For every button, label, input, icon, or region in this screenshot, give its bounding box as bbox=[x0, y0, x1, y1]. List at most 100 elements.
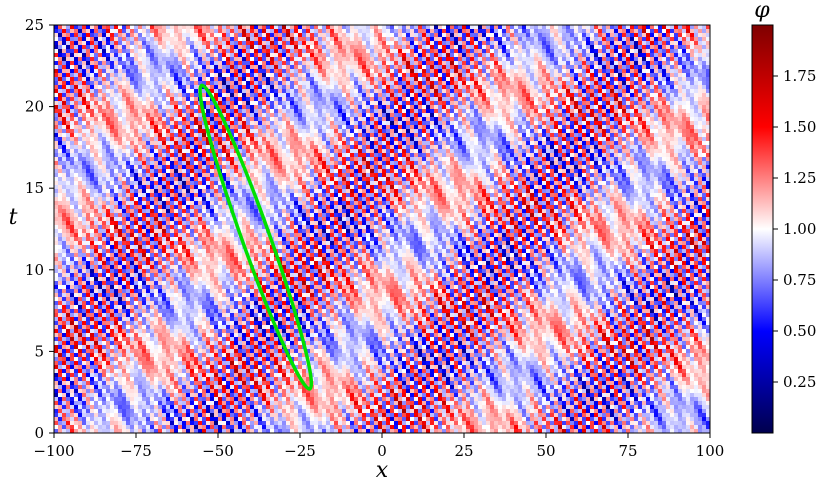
heatmap-cell bbox=[558, 137, 562, 141]
heatmap-cell bbox=[386, 41, 390, 45]
heatmap-cell bbox=[506, 61, 510, 65]
heatmap-cell bbox=[78, 141, 82, 145]
heatmap-cell bbox=[486, 89, 490, 93]
heatmap-cell bbox=[134, 49, 138, 53]
heatmap-cell bbox=[606, 53, 610, 57]
heatmap-cell bbox=[398, 117, 402, 121]
heatmap-cell bbox=[106, 93, 110, 97]
heatmap-cell bbox=[282, 89, 286, 93]
heatmap-cell bbox=[662, 113, 666, 117]
heatmap-cell bbox=[314, 137, 318, 141]
heatmap-cell bbox=[658, 85, 662, 89]
heatmap-cell bbox=[130, 81, 134, 85]
heatmap-cell bbox=[586, 77, 590, 81]
heatmap-cell bbox=[434, 41, 438, 45]
heatmap-cell bbox=[370, 137, 374, 141]
heatmap-cell bbox=[274, 57, 278, 61]
heatmap-cell bbox=[266, 37, 270, 41]
heatmap-cell bbox=[142, 81, 146, 85]
heatmap-cell bbox=[66, 97, 70, 101]
heatmap-cell bbox=[182, 53, 186, 57]
heatmap-cell bbox=[502, 61, 506, 65]
heatmap-cell bbox=[298, 73, 302, 77]
heatmap-cell bbox=[506, 137, 510, 141]
heatmap-cell bbox=[446, 121, 450, 125]
heatmap-cell bbox=[482, 113, 486, 117]
heatmap-cell bbox=[150, 37, 154, 41]
heatmap-cell bbox=[474, 25, 478, 29]
heatmap-cell bbox=[186, 69, 190, 73]
heatmap-cell bbox=[518, 41, 522, 45]
heatmap-cell bbox=[66, 117, 70, 121]
heatmap-cell bbox=[98, 129, 102, 133]
heatmap-cell bbox=[670, 109, 674, 113]
heatmap-cell bbox=[542, 129, 546, 133]
heatmap-cell bbox=[434, 85, 438, 89]
heatmap-cell bbox=[582, 57, 586, 61]
heatmap-cell bbox=[558, 41, 562, 45]
heatmap-cell bbox=[262, 85, 266, 89]
heatmap-cell bbox=[150, 53, 154, 57]
heatmap-cell bbox=[218, 33, 222, 37]
heatmap-cell bbox=[390, 81, 394, 85]
heatmap-cell bbox=[202, 37, 206, 41]
heatmap-cell bbox=[174, 109, 178, 113]
heatmap-cell bbox=[294, 121, 298, 125]
heatmap-cell bbox=[666, 101, 670, 105]
heatmap-cell bbox=[206, 29, 210, 33]
heatmap-cell bbox=[446, 89, 450, 93]
heatmap-cell bbox=[582, 41, 586, 45]
heatmap-cell bbox=[590, 53, 594, 57]
heatmap-cell bbox=[690, 137, 694, 141]
heatmap-cell bbox=[514, 137, 518, 141]
heatmap-cell bbox=[410, 29, 414, 33]
heatmap-cell bbox=[602, 73, 606, 77]
heatmap-cell bbox=[134, 37, 138, 41]
heatmap-cell bbox=[426, 97, 430, 101]
heatmap-cell bbox=[74, 145, 78, 149]
heatmap-cell bbox=[90, 101, 94, 105]
heatmap-cell bbox=[190, 49, 194, 53]
heatmap-cell bbox=[82, 125, 86, 129]
heatmap-cell bbox=[346, 49, 350, 53]
heatmap-cell bbox=[470, 29, 474, 33]
heatmap-cell bbox=[438, 133, 442, 137]
heatmap-cell bbox=[642, 93, 646, 97]
heatmap-cell bbox=[334, 129, 338, 133]
heatmap-cell bbox=[178, 81, 182, 85]
heatmap-cell bbox=[354, 73, 358, 77]
heatmap-cell bbox=[658, 49, 662, 53]
heatmap-cell bbox=[330, 61, 334, 65]
heatmap-cell bbox=[690, 81, 694, 85]
heatmap-cell bbox=[266, 145, 270, 149]
heatmap-cell bbox=[94, 61, 98, 65]
heatmap-cell bbox=[546, 137, 550, 141]
heatmap-cell bbox=[110, 81, 114, 85]
heatmap-cell bbox=[682, 97, 686, 101]
heatmap-cell bbox=[686, 61, 690, 65]
heatmap-cell bbox=[302, 93, 306, 97]
heatmap-cell bbox=[586, 53, 590, 57]
heatmap-cell bbox=[314, 93, 318, 97]
heatmap-cell bbox=[546, 45, 550, 49]
heatmap-cell bbox=[686, 53, 690, 57]
heatmap-cell bbox=[174, 69, 178, 73]
heatmap-cell bbox=[538, 109, 542, 113]
heatmap-cell bbox=[694, 25, 698, 29]
heatmap-cell bbox=[506, 117, 510, 121]
heatmap-cell bbox=[702, 133, 706, 137]
heatmap-cell bbox=[438, 25, 442, 29]
heatmap-cell bbox=[610, 57, 614, 61]
heatmap-cell bbox=[482, 73, 486, 77]
heatmap-cell bbox=[102, 77, 106, 81]
heatmap-cell bbox=[246, 49, 250, 53]
heatmap-cell bbox=[594, 41, 598, 45]
heatmap-cell bbox=[446, 65, 450, 69]
heatmap-cell bbox=[418, 25, 422, 29]
heatmap-cell bbox=[138, 61, 142, 65]
heatmap-cell bbox=[410, 73, 414, 77]
heatmap-cell bbox=[90, 45, 94, 49]
heatmap-cell bbox=[126, 69, 130, 73]
heatmap-cell bbox=[138, 65, 142, 69]
heatmap-cell bbox=[550, 125, 554, 129]
